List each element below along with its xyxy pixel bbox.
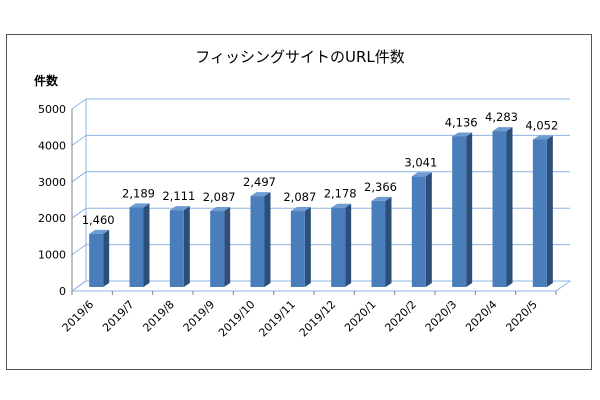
chart-title: フィッシングサイトのURL件数	[195, 48, 405, 66]
bar-2019/7	[129, 207, 144, 287]
x-tick-label-2019/8: 2019/8	[140, 298, 177, 335]
x-tick-label-2020/5: 2020/5	[503, 298, 540, 335]
data-label-2019/12: 2,178	[324, 187, 357, 201]
gridline-slant-3	[71, 171, 87, 183]
bar-top-2019/9	[210, 207, 231, 212]
data-label-2019/10: 2,497	[243, 175, 276, 189]
data-label-2019/11: 2,087	[283, 190, 316, 204]
bar-side-2019/10	[264, 192, 271, 287]
bar-side-2019/6	[103, 229, 110, 287]
data-label-2020/1: 2,366	[364, 180, 397, 194]
data-label-2020/4: 4,283	[485, 110, 518, 124]
bar-2019/12	[331, 207, 346, 287]
data-label-2019/7: 2,189	[122, 186, 155, 200]
x-tick-label-2019/11: 2019/11	[256, 298, 298, 340]
bar-top-2020/2	[411, 172, 432, 177]
bar-2020/1	[371, 200, 386, 287]
x-tick-label-2020/3: 2020/3	[423, 298, 460, 335]
x-tick-label-2019/7: 2019/7	[100, 298, 137, 335]
y-tick-label: 0	[59, 285, 66, 298]
y-tick-label: 1000	[38, 249, 66, 262]
bar-top-2019/7	[129, 203, 150, 208]
bar-side-2019/9	[224, 207, 231, 287]
bar-side-2019/7	[143, 203, 150, 287]
data-label-2019/8: 2,111	[162, 189, 195, 203]
bar-side-2020/5	[546, 135, 553, 287]
bar-side-2019/11	[304, 207, 311, 287]
bar-side-2020/3	[466, 132, 473, 287]
bar-2019/8	[169, 210, 184, 287]
bar-top-2020/5	[532, 135, 553, 140]
gridline-slant-2	[71, 207, 87, 219]
bar-2019/11	[290, 211, 305, 287]
x-tick-label-2020/1: 2020/1	[342, 298, 379, 335]
data-label-2020/5: 4,052	[525, 119, 558, 133]
bar-top-2020/3	[452, 132, 473, 137]
bar-2019/10	[250, 196, 265, 287]
data-label-2020/3: 4,136	[445, 115, 478, 129]
bar-2020/2	[411, 176, 426, 287]
bar-top-2019/12	[331, 203, 352, 208]
bar-side-2020/1	[385, 196, 392, 287]
bar-top-2020/1	[371, 196, 392, 201]
data-label-2019/6: 1,460	[82, 213, 115, 227]
y-tick-label: 4000	[38, 139, 66, 152]
gridline-slant-5	[71, 98, 87, 110]
bar-2020/3	[452, 136, 467, 287]
x-tick-label-2019/10: 2019/10	[216, 298, 258, 340]
gridline-slant-4	[71, 134, 87, 146]
bar-2020/5	[532, 139, 547, 287]
bar-top-2020/4	[492, 127, 513, 132]
data-label-2020/2: 3,041	[404, 155, 437, 169]
bar-top-2019/6	[89, 229, 110, 234]
bar-side-2019/12	[345, 203, 352, 287]
bar-2019/6	[89, 233, 104, 287]
y-axis-unit-label: 件数	[34, 74, 59, 88]
gridline-slant-1	[71, 244, 87, 256]
bar-2020/4	[492, 131, 507, 287]
y-tick-label: 2000	[38, 212, 66, 225]
x-tick-label-2019/6: 2019/6	[60, 298, 97, 335]
x-tick-label-2019/9: 2019/9	[181, 298, 218, 335]
bar-2019/9	[210, 211, 225, 287]
bar-top-2019/11	[290, 207, 311, 212]
data-label-2019/9: 2,087	[203, 190, 236, 204]
x-tick-label-2020/2: 2020/2	[382, 298, 419, 335]
bar-top-2019/8	[169, 206, 190, 211]
bar-top-2019/10	[250, 192, 271, 197]
bar-side-2019/8	[183, 206, 190, 287]
y-tick-label: 5000	[38, 103, 66, 116]
x-tick-label-2019/12: 2019/12	[297, 298, 339, 340]
bar-side-2020/2	[425, 172, 432, 287]
x-tick-label-2020/4: 2020/4	[463, 298, 500, 335]
y-tick-label: 3000	[38, 176, 66, 189]
bar-side-2020/4	[506, 127, 513, 287]
